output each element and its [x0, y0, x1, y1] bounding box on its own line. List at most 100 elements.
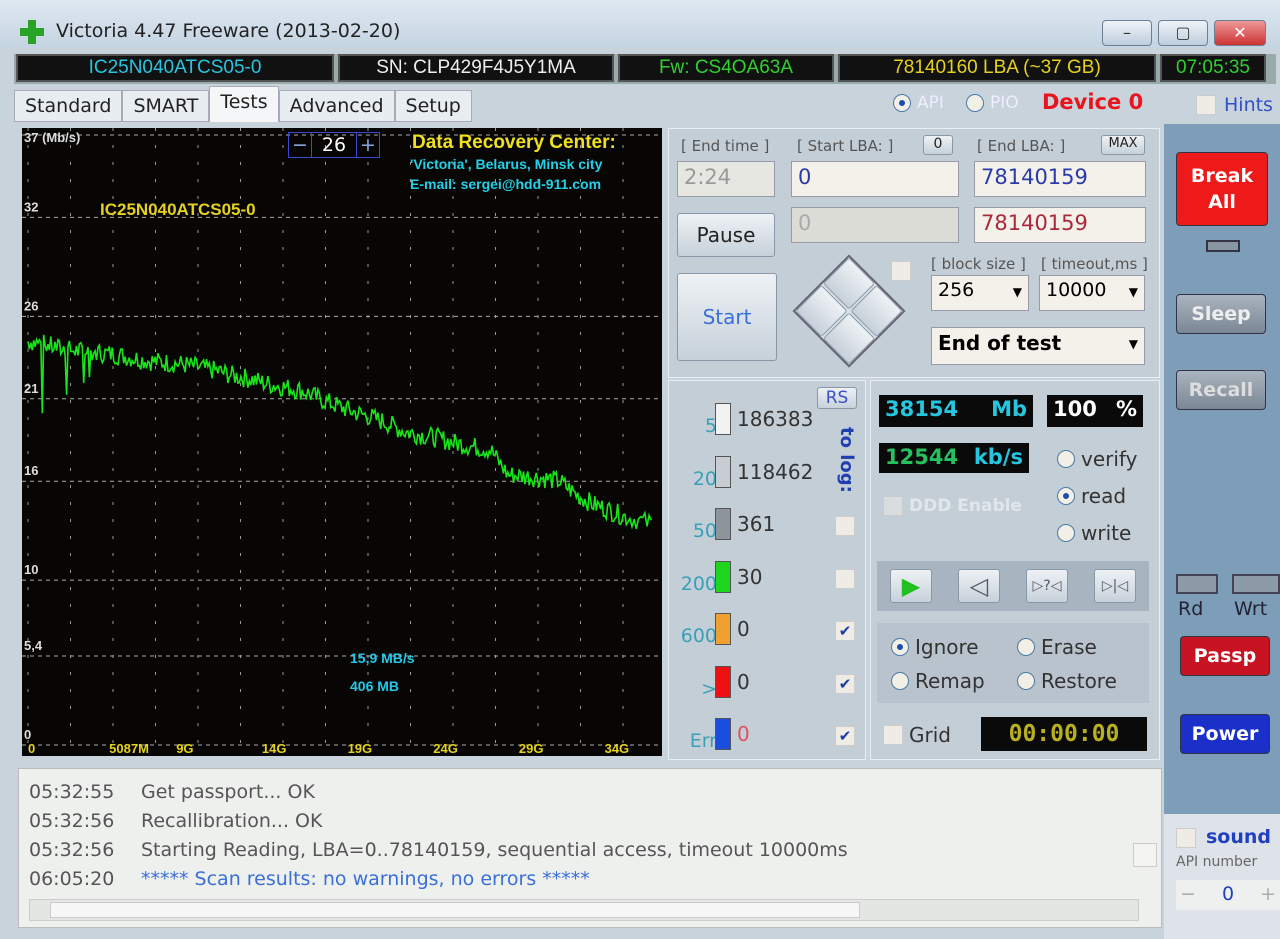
- start-lba-zero-button[interactable]: 0: [923, 135, 953, 155]
- recall-button[interactable]: Recall: [1176, 370, 1266, 410]
- grid-checkbox[interactable]: Grid: [883, 723, 951, 747]
- timeout-label: [ timeout,ms ]: [1041, 255, 1148, 273]
- zoom-control: − 26 +: [288, 132, 380, 158]
- ignore-radio[interactable]: Ignore: [891, 635, 979, 659]
- speed-value: 12544: [885, 445, 959, 469]
- elapsed-timer: 00:00:00: [981, 717, 1147, 751]
- sleep-button[interactable]: Sleep: [1176, 294, 1266, 334]
- x-tick-label: 5087M: [109, 741, 149, 756]
- speed-display: 12544 kb/s: [879, 443, 1029, 473]
- pio-radio[interactable]: PIO: [966, 92, 1019, 113]
- log-checkbox[interactable]: ✔: [835, 621, 855, 641]
- play-backward-button[interactable]: ◁: [958, 569, 1000, 603]
- butterfly-button[interactable]: ▷|◁: [1094, 569, 1136, 603]
- end-time-label: [ End time ]: [681, 137, 770, 155]
- dpad-checkbox[interactable]: [891, 261, 911, 281]
- zoom-minus-button[interactable]: −: [292, 134, 308, 156]
- stat-row-5: 5 186383: [669, 403, 859, 447]
- log-checkbox[interactable]: ✔: [835, 673, 855, 694]
- x-tick-label: 34G: [605, 741, 630, 756]
- stat-color-swatch: [715, 455, 731, 488]
- playback-controls: ▶ ◁ ▷?◁ ▷|◁: [877, 561, 1149, 611]
- stat-count: 361: [737, 512, 776, 536]
- dropdown-arrow-icon: ▼: [1012, 285, 1022, 299]
- window-title: Victoria 4.47 Freeware (2013-02-20): [56, 20, 401, 42]
- stat-threshold: 5: [704, 415, 717, 437]
- speed-unit: kb/s: [973, 445, 1023, 469]
- stat-color-swatch: [715, 718, 731, 750]
- end-action-select[interactable]: End of test ▼: [931, 327, 1145, 365]
- log-horizontal-scrollbar[interactable]: [29, 899, 1139, 921]
- api-number-plus[interactable]: +: [1260, 883, 1276, 905]
- banner-line2: E-mail: sergei@hdd-911.com: [410, 176, 602, 192]
- x-tick-label: 19G: [348, 741, 373, 756]
- pause-button[interactable]: Pause: [677, 213, 775, 257]
- stat-color-swatch: [715, 403, 731, 435]
- stat-row-600: 600 0 ✔: [669, 613, 859, 657]
- log-line: 05:32:56 Recallibration... OK: [29, 810, 323, 832]
- reset-stats-button[interactable]: RS: [817, 387, 857, 409]
- api-number-minus[interactable]: −: [1180, 883, 1196, 905]
- stat-row->: > 0 ✔: [669, 665, 859, 710]
- write-radio[interactable]: write: [1057, 521, 1131, 545]
- stat-color-swatch: [715, 665, 731, 698]
- random-seek-button[interactable]: ▷?◁: [1026, 569, 1068, 603]
- log-panel: 05:32:55 Get passport... OK 05:32:56 Recal…: [18, 768, 1162, 928]
- log-line: 06:05:20 ***** Scan results: no warnings,…: [29, 868, 590, 890]
- tab-smart[interactable]: SMART: [122, 90, 210, 122]
- stat-count: 0: [737, 617, 750, 641]
- end-lba-label: [ End LBA: ]: [977, 137, 1066, 155]
- verify-radio[interactable]: verify: [1057, 447, 1137, 471]
- log-checkbox[interactable]: ✔: [835, 726, 855, 746]
- status-led: [1206, 240, 1240, 252]
- hints-label: Hints: [1224, 94, 1273, 116]
- remap-radio[interactable]: Remap: [891, 669, 985, 693]
- timeout-select[interactable]: 10000 ▼: [1039, 275, 1145, 311]
- api-number-stepper[interactable]: − 0 +: [1176, 880, 1280, 910]
- break-all-button[interactable]: Break All: [1176, 152, 1268, 226]
- read-radio[interactable]: read: [1057, 484, 1126, 508]
- direction-pad: [792, 254, 906, 368]
- current-end-lba-field: 78140159: [974, 207, 1146, 243]
- log-checkbox[interactable]: [835, 516, 855, 536]
- tab-tests[interactable]: Tests: [209, 86, 279, 122]
- end-lba-field[interactable]: 78140159: [974, 161, 1146, 197]
- sound-checkbox[interactable]: [1176, 828, 1196, 848]
- api-radio[interactable]: API: [893, 92, 944, 113]
- close-button[interactable]: ✕: [1214, 20, 1266, 46]
- ddd-enable-checkbox[interactable]: DDD Enable: [883, 495, 1022, 516]
- y-tick-label: 37 (Mb/s): [24, 130, 80, 145]
- minimize-button[interactable]: –: [1102, 20, 1152, 46]
- max-lba-button[interactable]: MAX: [1101, 135, 1145, 155]
- current-speed: 15,9 MB/s: [350, 650, 415, 666]
- block-size-select[interactable]: 256 ▼: [931, 275, 1029, 311]
- play-forward-button[interactable]: ▶: [890, 569, 932, 603]
- scrollbar-thumb[interactable]: [50, 902, 860, 918]
- maximize-button[interactable]: ▢: [1158, 20, 1208, 46]
- tab-standard[interactable]: Standard: [14, 90, 123, 122]
- dropdown-arrow-icon: ▼: [1128, 337, 1138, 351]
- log-checkbox[interactable]: [1133, 843, 1157, 867]
- end-time-field[interactable]: 2:24: [677, 161, 775, 197]
- progress-panel: 38154 Mb 100% 12544 kb/s verify read write…: [870, 380, 1160, 760]
- api-number-label: API number: [1176, 854, 1258, 870]
- passport-button[interactable]: Passp: [1180, 636, 1270, 676]
- chart-drive-label: IC25N040ATCS05-0: [100, 200, 256, 219]
- hints-checkbox[interactable]: [1196, 95, 1216, 115]
- banner-title: Data Recovery Center:: [412, 132, 616, 153]
- tab-advanced[interactable]: Advanced: [278, 90, 395, 122]
- restore-radio[interactable]: Restore: [1017, 669, 1117, 693]
- erase-radio[interactable]: Erase: [1017, 635, 1097, 659]
- y-tick-label: 10: [24, 562, 38, 577]
- stat-count: 118462: [737, 459, 814, 484]
- current-lba-field: 0: [791, 207, 959, 243]
- zoom-plus-button[interactable]: +: [360, 134, 376, 156]
- log-checkbox[interactable]: [835, 568, 855, 589]
- power-button[interactable]: Power: [1180, 714, 1270, 754]
- x-tick-label: 29G: [519, 741, 544, 756]
- tab-setup[interactable]: Setup: [394, 90, 472, 122]
- start-lba-field[interactable]: 0: [791, 161, 959, 197]
- log-line: 05:32:56 Starting Reading, LBA=0..7814015…: [29, 839, 848, 861]
- start-button[interactable]: Start: [677, 273, 777, 361]
- clock: 07:05:35: [1160, 54, 1266, 82]
